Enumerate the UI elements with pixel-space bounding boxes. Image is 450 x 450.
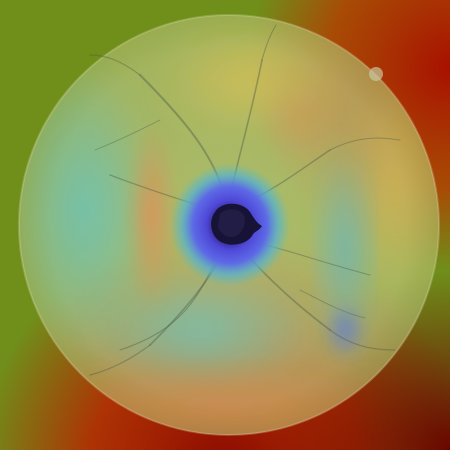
optic-cup [218, 209, 245, 237]
fundus-edge-notch [369, 67, 383, 81]
fundus-rim [18, 14, 440, 436]
